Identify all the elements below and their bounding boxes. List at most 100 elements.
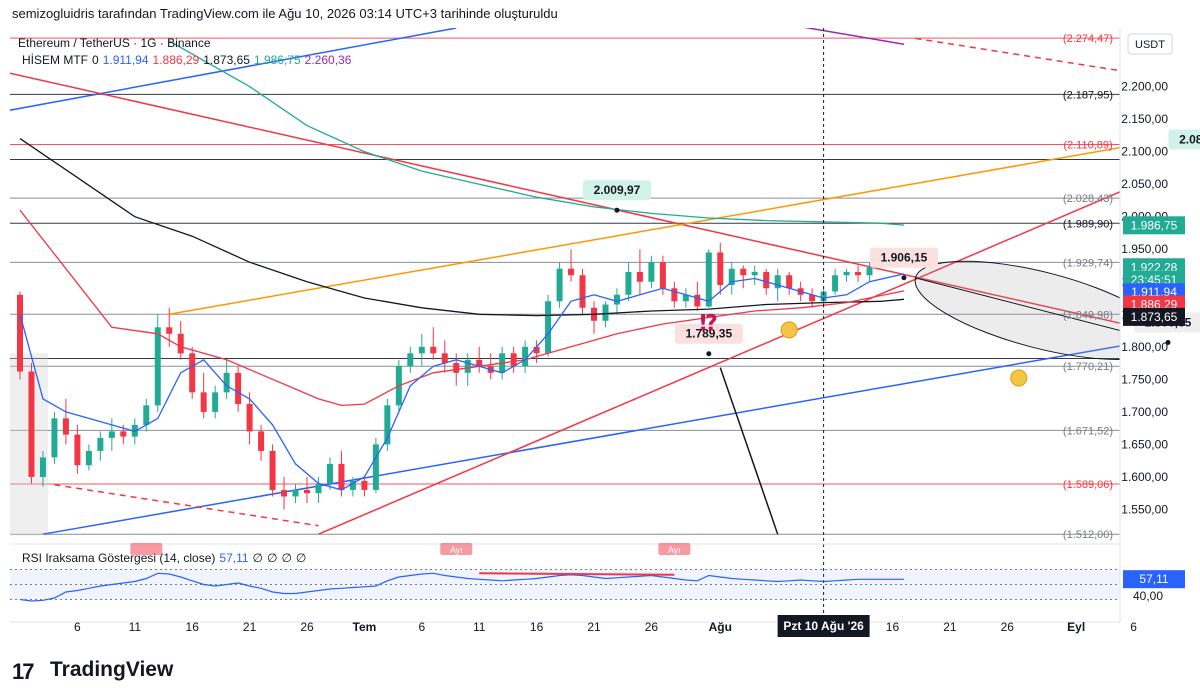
candle[interactable] — [579, 275, 586, 308]
candle[interactable] — [108, 431, 115, 438]
candle[interactable] — [120, 431, 127, 437]
candle[interactable] — [694, 294, 701, 307]
annotation-label: 1.906,15 — [881, 251, 928, 265]
candle[interactable] — [556, 268, 563, 302]
candle[interactable] — [545, 301, 552, 354]
candle[interactable] — [809, 294, 816, 302]
annotation-dot — [901, 275, 907, 281]
price-tick-label: 1.600,00 — [1121, 470, 1168, 484]
rsi-legend[interactable]: RSI Iraksama Göstergesi (14, close) 57,11… — [22, 551, 306, 565]
candle[interactable] — [774, 275, 781, 289]
indicator-value: 1.886,29 — [153, 53, 200, 67]
candle[interactable] — [258, 431, 265, 451]
candle[interactable] — [763, 271, 770, 289]
candle[interactable] — [154, 327, 161, 406]
candle[interactable] — [659, 262, 666, 289]
candle[interactable] — [613, 294, 620, 305]
price-tick-label: 1.700,00 — [1121, 405, 1168, 419]
indicator-legend[interactable]: HİSEM MTF 0 1.911,94 1.886,29 1.873,65 1.986,… — [22, 53, 352, 67]
candle[interactable] — [223, 372, 230, 393]
candle[interactable] — [74, 434, 81, 466]
candle[interactable] — [430, 346, 437, 354]
candle[interactable] — [568, 268, 575, 276]
candle[interactable] — [625, 271, 632, 295]
trend-line[interactable] — [318, 122, 1200, 535]
candle[interactable] — [740, 268, 747, 276]
trend-line[interactable] — [0, 70, 1200, 360]
candle[interactable] — [246, 404, 253, 432]
candle[interactable] — [786, 275, 793, 289]
trend-line[interactable] — [54, 484, 319, 527]
candle[interactable] — [418, 346, 425, 354]
candle[interactable] — [315, 483, 322, 494]
candle[interactable] — [510, 353, 517, 367]
trend-line[interactable] — [169, 119, 1200, 316]
rsi-empty-value: ∅ — [253, 551, 263, 565]
candle[interactable] — [832, 275, 839, 292]
time-tick-label: Ağu — [709, 620, 732, 634]
crosshair-date-label: Pzt 10 Ağu '26 — [783, 619, 864, 633]
price-chart[interactable]: (2.274,47) (2.187,95) (2.110,89) (2.028,43)… — [0, 28, 1200, 652]
level-label: (1.589,06) — [1063, 479, 1113, 491]
candle[interactable] — [866, 267, 873, 276]
candle[interactable] — [85, 450, 92, 466]
candle[interactable] — [326, 463, 333, 484]
candle[interactable] — [235, 372, 242, 405]
candle[interactable] — [212, 392, 219, 412]
candle[interactable] — [281, 489, 288, 497]
currency-button[interactable] — [1127, 33, 1173, 55]
time-tick-label: 6 — [1130, 620, 1137, 634]
candle[interactable] — [17, 294, 23, 372]
candle[interactable] — [636, 271, 643, 282]
candle[interactable] — [292, 489, 299, 497]
candle[interactable] — [843, 271, 850, 276]
candle[interactable] — [682, 294, 689, 302]
symbol-legend[interactable]: Ethereum / TetherUS · 1G · Binance — [18, 36, 211, 50]
candle[interactable] — [166, 327, 173, 334]
candle[interactable] — [717, 252, 724, 285]
trend-line[interactable] — [42, 318, 1200, 535]
crosshair-date-badge — [777, 615, 870, 637]
candle[interactable] — [28, 371, 35, 477]
trend-line[interactable] — [732, 28, 905, 46]
candle[interactable] — [177, 333, 184, 354]
candle[interactable] — [372, 444, 379, 490]
time-tick-label: 21 — [943, 620, 957, 634]
candle[interactable] — [338, 463, 345, 490]
candle[interactable] — [602, 304, 609, 321]
candle[interactable] — [200, 392, 207, 412]
candle[interactable] — [189, 353, 196, 393]
brand-name[interactable]: TradingView — [50, 658, 174, 681]
candle[interactable] — [533, 346, 540, 354]
candle[interactable] — [51, 418, 58, 458]
candle[interactable] — [441, 353, 448, 364]
candle[interactable] — [751, 271, 758, 276]
candle[interactable] — [648, 262, 655, 282]
trend-line[interactable] — [0, 28, 457, 113]
tradingview-logo-icon[interactable]: 17 — [12, 659, 35, 684]
candle[interactable] — [269, 450, 276, 490]
rsi-line[interactable] — [19, 572, 904, 602]
candle[interactable] — [453, 363, 460, 373]
candle[interactable] — [97, 437, 104, 451]
candle[interactable] — [705, 252, 712, 307]
candle[interactable] — [349, 480, 356, 490]
candle[interactable] — [39, 457, 46, 477]
currency-label[interactable]: USDT — [1135, 39, 1165, 51]
ma-line-black — [19, 138, 905, 317]
candle[interactable] — [464, 359, 471, 373]
candle[interactable] — [855, 271, 862, 276]
candle[interactable] — [407, 353, 414, 367]
candle[interactable] — [671, 288, 678, 302]
candle[interactable] — [384, 405, 391, 445]
candle[interactable] — [304, 489, 310, 494]
trend-line[interactable] — [719, 367, 779, 535]
candle[interactable] — [522, 346, 529, 367]
candle[interactable] — [820, 291, 827, 302]
time-tick-label: Eyl — [1067, 620, 1085, 634]
candle[interactable] — [728, 268, 735, 285]
candle[interactable] — [361, 480, 368, 490]
candle[interactable] — [62, 418, 69, 435]
candle[interactable] — [476, 359, 483, 367]
candle[interactable] — [143, 405, 150, 425]
